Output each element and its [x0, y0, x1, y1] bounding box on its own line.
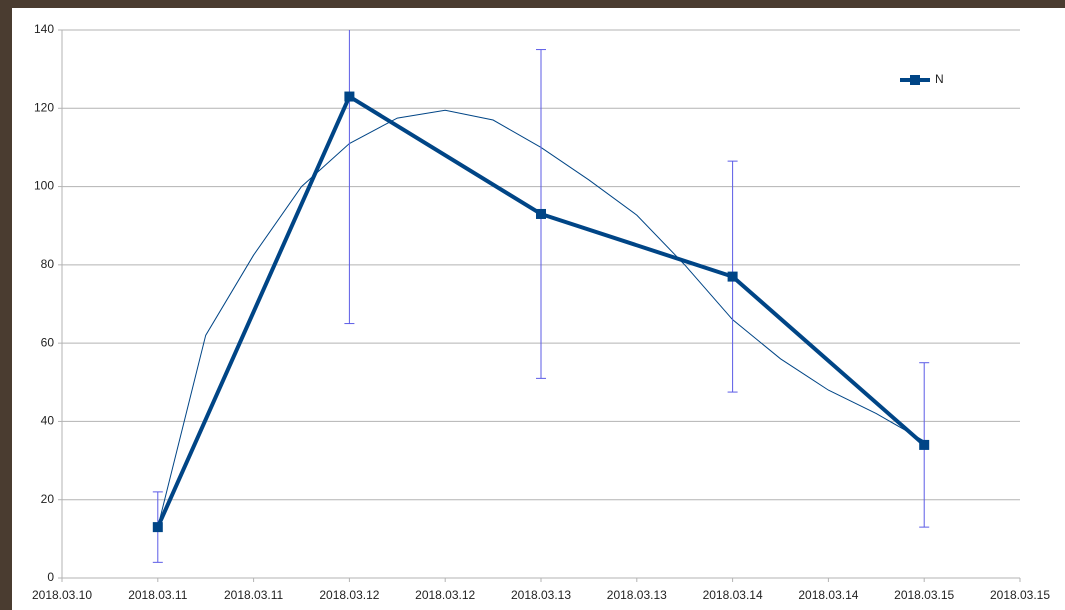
marker [344, 91, 355, 102]
x-tick-label: 2018.03.11 [128, 588, 187, 602]
x-tick-label: 2018.03.15 [894, 588, 954, 602]
chart-background [12, 8, 1065, 610]
legend-marker [910, 75, 920, 85]
y-tick-label: 0 [47, 570, 54, 584]
x-tick-label: 2018.03.13 [607, 588, 667, 602]
x-tick-label: 2018.03.13 [511, 588, 571, 602]
x-tick-label: 2018.03.14 [703, 588, 763, 602]
x-tick-label: 2018.03.12 [319, 588, 379, 602]
marker [919, 439, 930, 450]
y-tick-label: 100 [34, 179, 54, 193]
y-tick-label: 120 [34, 100, 54, 114]
y-tick-label: 80 [41, 257, 55, 271]
x-tick-label: 2018.03.11 [224, 588, 283, 602]
y-tick-label: 140 [34, 22, 54, 36]
y-tick-label: 40 [41, 414, 55, 428]
marker [152, 522, 163, 533]
x-tick-label: 2018.03.10 [32, 588, 92, 602]
legend-label: N [935, 72, 944, 86]
y-tick-label: 60 [41, 335, 55, 349]
x-tick-label: 2018.03.12 [415, 588, 475, 602]
y-tick-label: 20 [41, 492, 55, 506]
x-tick-label: 2018.03.14 [798, 588, 858, 602]
marker [727, 271, 738, 282]
x-tick-label: 2018.03.15 [990, 588, 1050, 602]
plot-area [152, 30, 930, 563]
marker [536, 208, 546, 219]
